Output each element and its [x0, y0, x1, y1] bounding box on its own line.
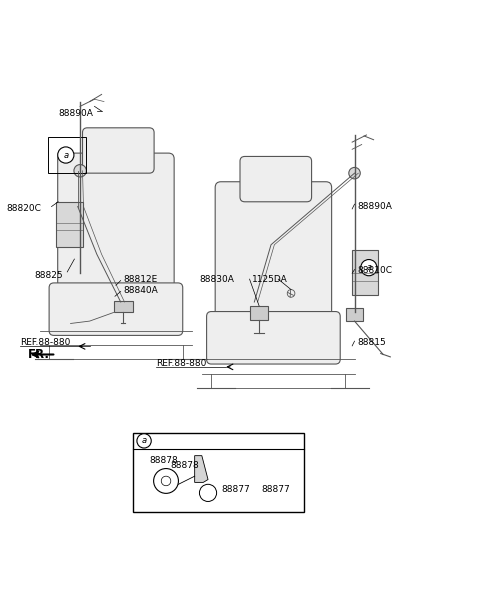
Text: REF.88-880: REF.88-880 — [21, 338, 71, 347]
Bar — [346, 307, 363, 321]
Text: a: a — [142, 436, 147, 445]
Bar — [56, 202, 83, 247]
Text: 88820C: 88820C — [6, 204, 41, 213]
Text: REF.88-880: REF.88-880 — [156, 359, 207, 368]
Polygon shape — [195, 455, 208, 483]
FancyBboxPatch shape — [206, 312, 340, 364]
FancyBboxPatch shape — [58, 153, 174, 307]
Text: 88825: 88825 — [35, 271, 63, 280]
FancyBboxPatch shape — [240, 156, 312, 202]
FancyBboxPatch shape — [215, 182, 332, 336]
Text: 88878: 88878 — [149, 456, 178, 465]
Text: FR.: FR. — [28, 348, 49, 361]
Text: 88812E: 88812E — [123, 275, 157, 284]
Circle shape — [137, 434, 151, 448]
Text: 88877: 88877 — [221, 485, 250, 494]
Text: 88810C: 88810C — [357, 266, 392, 275]
Text: 88890A: 88890A — [357, 202, 392, 211]
Bar — [251, 306, 268, 320]
Text: 1125DA: 1125DA — [252, 275, 288, 284]
Text: 88815: 88815 — [357, 338, 385, 347]
Text: 88890A: 88890A — [59, 109, 94, 118]
Text: 88877: 88877 — [262, 484, 290, 493]
FancyBboxPatch shape — [49, 283, 183, 335]
Text: 88830A: 88830A — [199, 275, 234, 284]
Circle shape — [58, 147, 74, 163]
Bar — [114, 301, 132, 312]
Circle shape — [74, 164, 86, 177]
Bar — [48, 137, 86, 173]
Text: a: a — [366, 263, 372, 272]
Text: 88878: 88878 — [171, 461, 200, 470]
Bar — [132, 433, 304, 512]
FancyBboxPatch shape — [83, 128, 154, 173]
Bar — [352, 249, 378, 295]
Text: a: a — [63, 150, 68, 159]
Circle shape — [361, 260, 377, 276]
Circle shape — [349, 167, 360, 179]
Text: 88840A: 88840A — [123, 286, 158, 295]
